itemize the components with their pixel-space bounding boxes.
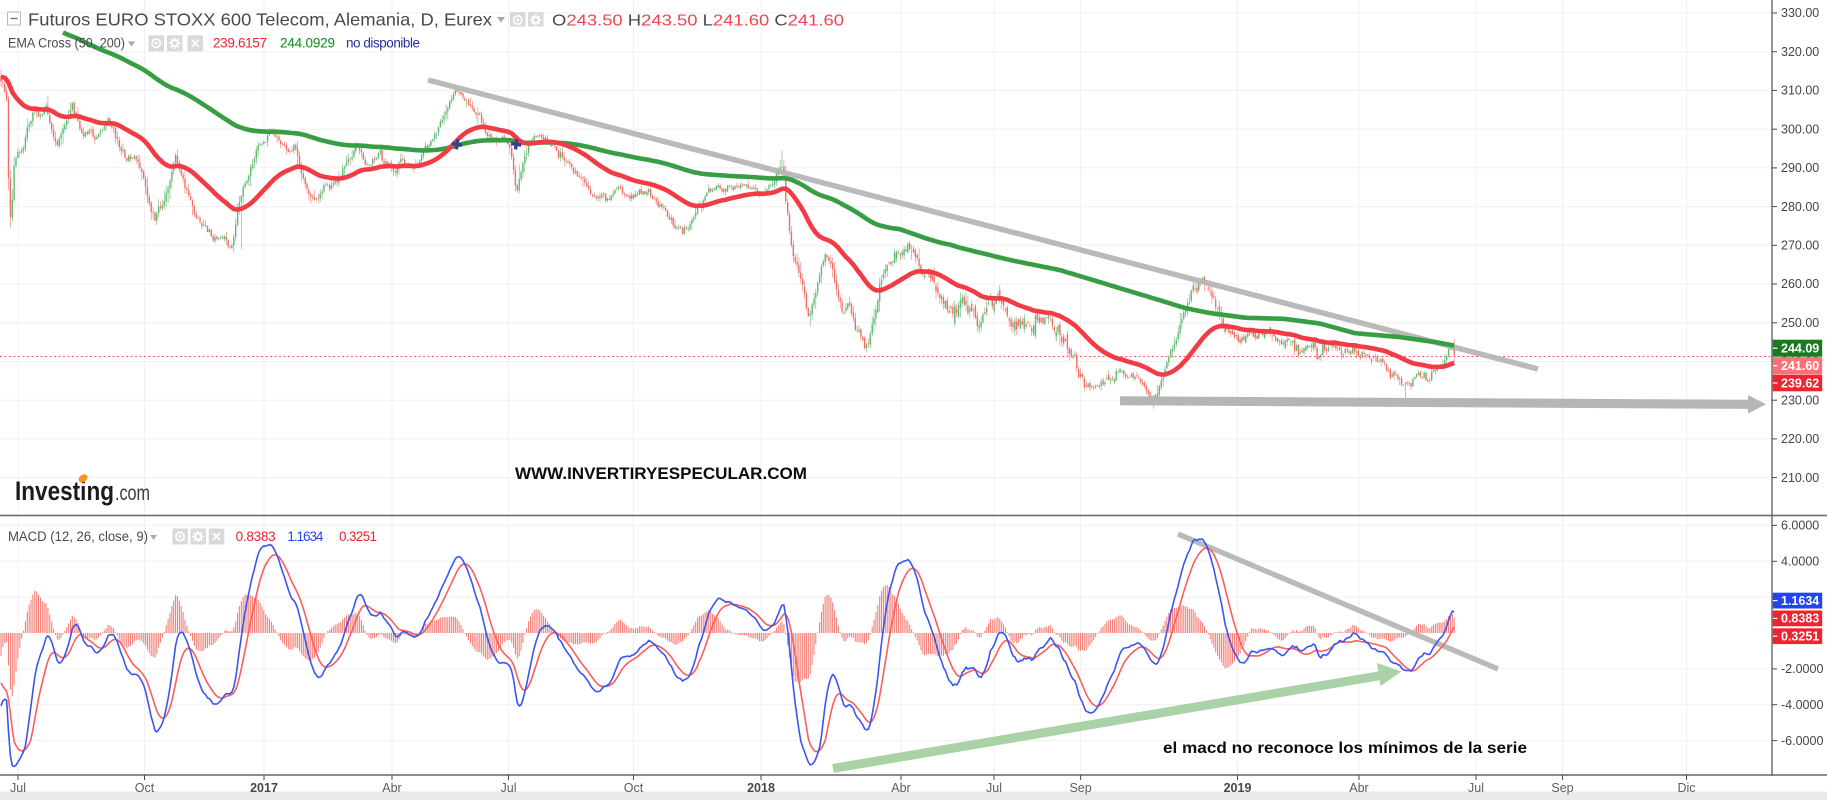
svg-text:260.00: 260.00	[1781, 277, 1819, 291]
svg-text:el macd no reconoce los mínimo: el macd no reconoce los mínimos de la se…	[1163, 740, 1527, 757]
svg-text:239.62: 239.62	[1781, 376, 1819, 390]
svg-text:Futuros EURO STOXX 600 Telecom: Futuros EURO STOXX 600 Telecom, Alemania…	[28, 10, 492, 30]
svg-text:MACD (12, 26, close, 9): MACD (12, 26, close, 9)	[8, 529, 148, 544]
svg-text:300.00: 300.00	[1781, 122, 1819, 136]
svg-text:310.00: 310.00	[1781, 84, 1819, 98]
svg-text:Jul: Jul	[501, 781, 517, 795]
svg-text:Abr: Abr	[891, 781, 910, 795]
svg-text:4.0000: 4.0000	[1781, 555, 1819, 569]
svg-text:Jul: Jul	[10, 781, 26, 795]
svg-text:Sep: Sep	[1551, 781, 1573, 795]
svg-text:Investing: Investing	[15, 476, 114, 506]
svg-text:250.00: 250.00	[1781, 316, 1819, 330]
svg-text:no disponible: no disponible	[346, 36, 420, 51]
svg-text:330.00: 330.00	[1781, 6, 1819, 20]
svg-text:244.09: 244.09	[1781, 342, 1819, 356]
svg-text:Jul: Jul	[1468, 781, 1484, 795]
svg-text:Dic: Dic	[1677, 781, 1695, 795]
svg-text:230.00: 230.00	[1781, 393, 1819, 407]
svg-text:244.0929: 244.0929	[280, 36, 335, 51]
svg-text:WWW.INVERTIRYESPECULAR.COM: WWW.INVERTIRYESPECULAR.COM	[515, 465, 807, 483]
svg-text:Jul: Jul	[986, 781, 1002, 795]
svg-text:6.0000: 6.0000	[1781, 519, 1819, 533]
svg-text:220.00: 220.00	[1781, 432, 1819, 446]
svg-text:2017: 2017	[250, 781, 278, 795]
svg-text:1.1634: 1.1634	[1781, 594, 1819, 608]
svg-text:2019: 2019	[1224, 781, 1252, 795]
svg-text:EMA Cross (50, 200): EMA Cross (50, 200)	[8, 36, 125, 51]
svg-text:-6.0000: -6.0000	[1781, 734, 1823, 748]
svg-text:270.00: 270.00	[1781, 239, 1819, 253]
svg-text:Abr: Abr	[1349, 781, 1368, 795]
svg-text:Oct: Oct	[624, 781, 644, 795]
svg-text:280.00: 280.00	[1781, 200, 1819, 214]
svg-text:0.8383: 0.8383	[236, 529, 276, 544]
svg-text:0.3251: 0.3251	[339, 529, 377, 544]
svg-text:Abr: Abr	[382, 781, 401, 795]
svg-text:1.1634: 1.1634	[287, 529, 323, 544]
svg-text:0.3251: 0.3251	[1781, 630, 1819, 644]
svg-text:-2.0000: -2.0000	[1781, 662, 1823, 676]
svg-text:-4.0000: -4.0000	[1781, 698, 1823, 712]
svg-text:210.00: 210.00	[1781, 471, 1819, 485]
svg-text:290.00: 290.00	[1781, 161, 1819, 175]
svg-text:241.60: 241.60	[1781, 359, 1819, 373]
svg-text:0.8383: 0.8383	[1781, 612, 1819, 626]
svg-text:Sep: Sep	[1069, 781, 1091, 795]
svg-text:2018: 2018	[747, 781, 775, 795]
svg-text:239.6157: 239.6157	[213, 36, 267, 51]
svg-text:.com: .com	[115, 482, 150, 505]
svg-text:Oct: Oct	[135, 781, 155, 795]
svg-text:320.00: 320.00	[1781, 45, 1819, 59]
